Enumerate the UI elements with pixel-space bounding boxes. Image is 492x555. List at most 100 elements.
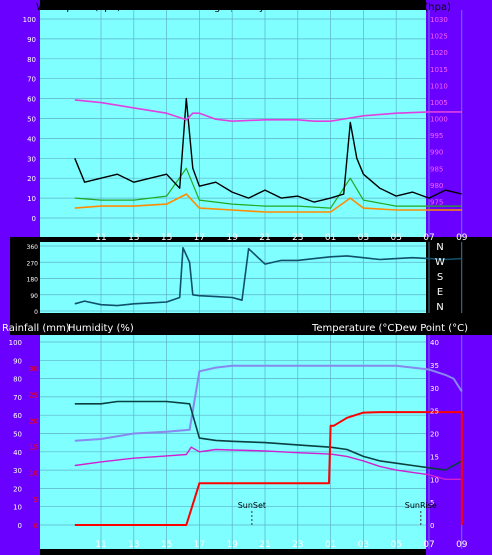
wind-x-tick-label: 09 xyxy=(456,233,468,243)
wind-tick-label: 10 xyxy=(27,195,36,203)
wind-tick-label: 0 xyxy=(32,215,36,223)
temperature-tick-label: 40 xyxy=(430,339,439,347)
barometer-line xyxy=(74,99,462,122)
barometer-tick-label: 985 xyxy=(430,165,443,173)
compass-label: E xyxy=(437,287,443,298)
humidity-tick-label: 30 xyxy=(13,467,22,475)
temperature-tick-label: 0 xyxy=(430,522,434,530)
direction-tick-label: 270 xyxy=(27,260,39,267)
tick-labels: 0102030405060708090100975980985990995100… xyxy=(9,16,468,550)
dewpoint-line xyxy=(74,446,462,480)
humidity-tick-label: 90 xyxy=(13,357,22,365)
rain-tick-label: 20 xyxy=(29,417,38,425)
barometer-tick-label: 1025 xyxy=(430,33,448,41)
barometer-tick-label: 1030 xyxy=(430,16,448,24)
temperature-tick-label: 10 xyxy=(430,476,439,484)
rainfall-axis-title: Rainfall (mm) xyxy=(2,323,70,334)
temperature-x-tick-label: 23 xyxy=(292,540,303,550)
wind-tick-label: 30 xyxy=(27,155,36,163)
temperature-x-tick-label: 19 xyxy=(226,540,238,550)
barometer-tick-label: 995 xyxy=(430,132,443,140)
wind-x-tick-label: 13 xyxy=(128,233,139,243)
lower-left-axis-band xyxy=(10,335,40,555)
temperature-tick-label: 25 xyxy=(430,408,439,416)
temperature-x-tick-label: 15 xyxy=(161,540,172,550)
wind-x-tick-label: 07 xyxy=(423,233,434,243)
temperature-tick-label: 30 xyxy=(430,385,439,393)
barometer-tick-label: 1020 xyxy=(430,49,448,57)
wind-x-tick-label: 15 xyxy=(161,233,172,243)
temperature-x-tick-label: 21 xyxy=(259,540,270,550)
wind-x-tick-label: 23 xyxy=(292,233,303,243)
humidity-tick-label: 50 xyxy=(13,431,22,439)
wind-x-tick-label: 21 xyxy=(259,233,270,243)
humidity-tick-label: 60 xyxy=(13,412,22,420)
wind-gust-line xyxy=(74,97,462,203)
humidity-tick-label: 80 xyxy=(13,376,22,384)
wind-x-tick-label: 19 xyxy=(226,233,238,243)
temperature-x-tick-label: 11 xyxy=(95,540,106,550)
temperature-x-tick-label: 05 xyxy=(390,540,401,550)
humidity-tick-label: 100 xyxy=(9,339,22,347)
humidity-tick-label: 20 xyxy=(13,485,22,493)
wind-average-line xyxy=(74,167,462,209)
upper-right-axis-band xyxy=(426,0,492,237)
barometer-tick-label: 1000 xyxy=(430,116,448,124)
upper-left-axis-band xyxy=(10,0,40,237)
direction-tick-label: 90 xyxy=(30,293,38,300)
direction-tick-label: 180 xyxy=(27,277,39,284)
barometer-tick-label: 1015 xyxy=(430,66,448,74)
barometer-tick-label: 1005 xyxy=(430,99,448,107)
direction-panel xyxy=(40,242,426,313)
series-layer xyxy=(74,97,463,526)
compass-label: N xyxy=(436,302,443,313)
wind-direction-line xyxy=(74,247,462,307)
rainfall-line xyxy=(74,411,463,526)
humidity-tick-label: 40 xyxy=(13,449,22,457)
dewpoint-axis-title: Dew Point (°C) xyxy=(395,323,468,334)
sunrise-label: SunRise xyxy=(405,501,437,510)
direction-tick-label: 360 xyxy=(27,244,39,251)
humidity-axis-title: Humidity (%) xyxy=(68,323,134,334)
left-border xyxy=(0,0,10,555)
temperature-tick-label: 15 xyxy=(430,453,439,461)
wind-tick-label: 100 xyxy=(23,16,36,24)
humidity-tick-label: 0 xyxy=(18,522,22,530)
direction-grid xyxy=(40,242,463,313)
humidity-tick-label: 10 xyxy=(13,504,22,512)
rain-tick-label: 25 xyxy=(29,391,38,399)
rain-tick-label: 0 xyxy=(34,522,38,530)
wind-x-tick-label: 05 xyxy=(390,233,401,243)
humidity-line xyxy=(74,364,463,442)
barometer-tick-label: 1010 xyxy=(430,82,448,90)
temperature-tick-label: 20 xyxy=(430,431,439,439)
wind-tick-label: 90 xyxy=(27,36,36,44)
barometer-tick-label: 975 xyxy=(430,198,443,206)
barometer-tick-label: 990 xyxy=(430,149,443,157)
wind-x-tick-label: 17 xyxy=(194,233,205,243)
wind-tick-label: 70 xyxy=(27,76,36,84)
compass-label: N xyxy=(436,242,443,253)
wind-tick-label: 80 xyxy=(27,56,36,64)
temperature-axis-title: Temperature (°C) xyxy=(311,323,398,334)
wind-orange-line xyxy=(74,193,462,213)
temperature-x-tick-label: 01 xyxy=(325,540,336,550)
wind-tick-label: 50 xyxy=(27,116,36,124)
rain-tick-label: 10 xyxy=(29,470,38,478)
wind-panel xyxy=(40,10,426,237)
rain-tick-label: 30 xyxy=(29,365,38,373)
wind-tick-label: 60 xyxy=(27,96,36,104)
barometer-axis-title: Barometer (hpa) xyxy=(368,2,451,13)
wind-tick-label: 20 xyxy=(27,175,36,183)
compass-label: S xyxy=(437,272,443,283)
temperature-x-tick-label: 17 xyxy=(194,540,205,550)
compass-label: W xyxy=(435,257,445,268)
temperature-x-tick-label: 09 xyxy=(456,540,468,550)
temperature-x-tick-label: 13 xyxy=(128,540,139,550)
humidity-tick-label: 70 xyxy=(13,394,22,402)
temperature-line xyxy=(74,400,463,471)
rain-tick-label: 5 xyxy=(34,496,38,504)
temperature-x-tick-label: 07 xyxy=(423,540,434,550)
